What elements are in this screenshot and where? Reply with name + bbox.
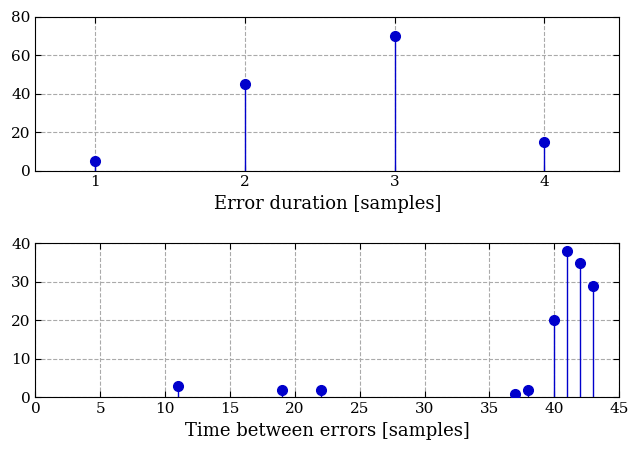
X-axis label: Error duration [samples]: Error duration [samples]	[214, 195, 441, 213]
X-axis label: Time between errors [samples]: Time between errors [samples]	[185, 422, 470, 440]
